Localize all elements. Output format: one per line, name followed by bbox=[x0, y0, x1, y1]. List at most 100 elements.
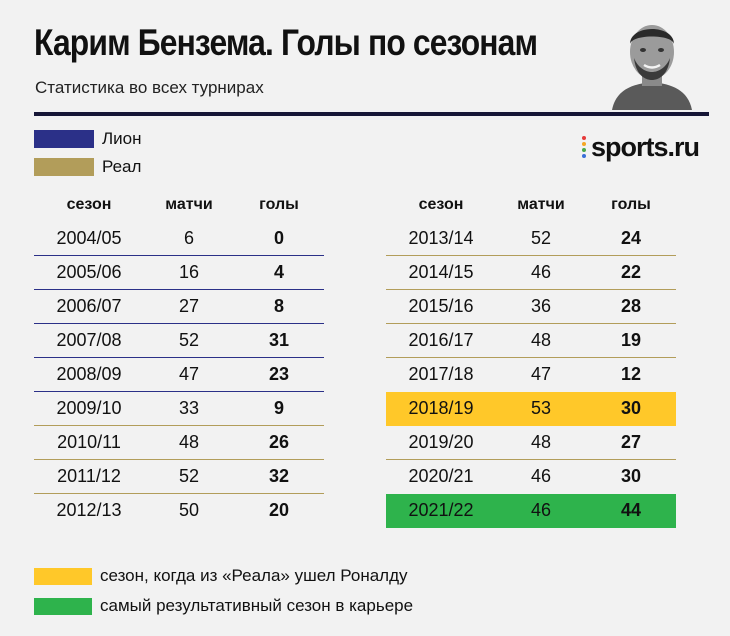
matches-cell: 47 bbox=[178, 364, 200, 384]
matches-cell: 52 bbox=[178, 330, 200, 350]
matches-cell: 53 bbox=[530, 398, 552, 418]
season-cell: 2008/09 bbox=[56, 364, 122, 384]
page-subtitle: Статистика во всех турнирах bbox=[35, 78, 264, 97]
matches-cell: 48 bbox=[530, 432, 552, 452]
table-row: 2010/11 48 26 bbox=[34, 426, 324, 460]
header-divider bbox=[34, 112, 709, 116]
season-cell: 2010/11 bbox=[57, 432, 121, 452]
season-cell: 2017/18 bbox=[408, 364, 474, 384]
note-ronaldo: сезон, когда из «Реала» ушел Роналду bbox=[34, 566, 408, 586]
table-row: 2004/05 6 0 bbox=[34, 222, 324, 256]
seasons-table-left: сезон матчи голы 2004/05 6 0 2005/06 16 4 2006… bbox=[34, 188, 324, 528]
matches-cell: 50 bbox=[178, 500, 200, 520]
table-row: 2005/06 16 4 bbox=[34, 256, 324, 290]
matches-cell: 16 bbox=[178, 262, 200, 282]
header-matches: матчи bbox=[165, 196, 213, 213]
goals-cell: 26 bbox=[268, 432, 290, 452]
matches-cell: 48 bbox=[178, 432, 200, 452]
goals-cell: 31 bbox=[268, 330, 290, 350]
table-header: сезон матчи голы bbox=[386, 188, 676, 222]
note-best-season-swatch bbox=[34, 597, 92, 615]
sports-ru-logo: sports.ru bbox=[582, 131, 700, 162]
note-ronaldo-swatch bbox=[34, 567, 92, 585]
matches-cell: 52 bbox=[530, 228, 552, 248]
logo-dots-icon bbox=[582, 136, 586, 158]
goals-cell: 19 bbox=[620, 330, 642, 350]
season-cell: 2018/19 bbox=[408, 398, 474, 418]
matches-cell: 6 bbox=[183, 228, 194, 248]
matches-cell: 47 bbox=[530, 364, 552, 384]
season-cell: 2009/10 bbox=[56, 398, 122, 418]
table-row: 2007/08 52 31 bbox=[34, 324, 324, 358]
table-row: 2015/16 36 28 bbox=[386, 290, 676, 324]
season-cell: 2021/22 bbox=[408, 500, 474, 520]
goals-cell: 30 bbox=[620, 466, 642, 486]
goals-cell: 8 bbox=[273, 296, 284, 316]
season-cell: 2004/05 bbox=[56, 228, 122, 248]
goals-cell: 0 bbox=[273, 228, 284, 248]
legend-real-label: Реал bbox=[102, 157, 142, 176]
table-row: 2017/18 47 12 bbox=[386, 358, 676, 392]
table-row: 2018/19 53 30 bbox=[386, 392, 676, 426]
matches-cell: 36 bbox=[530, 296, 552, 316]
season-cell: 2019/20 bbox=[408, 432, 474, 452]
player-portrait bbox=[606, 10, 698, 110]
table-row: 2013/14 52 24 bbox=[386, 222, 676, 256]
goals-cell: 32 bbox=[268, 466, 290, 486]
note-best-season: самый результативный сезон в карьере bbox=[34, 596, 413, 616]
matches-cell: 46 bbox=[530, 262, 552, 282]
header-goals: голы bbox=[259, 196, 299, 213]
header-matches: матчи bbox=[517, 196, 565, 213]
season-cell: 2006/07 bbox=[56, 296, 122, 316]
header-goals: голы bbox=[611, 196, 651, 213]
season-cell: 2016/17 bbox=[408, 330, 474, 350]
matches-cell: 33 bbox=[178, 398, 200, 418]
table-row: 2016/17 48 19 bbox=[386, 324, 676, 358]
goals-cell: 30 bbox=[620, 398, 642, 418]
matches-cell: 27 bbox=[178, 296, 200, 316]
logo-text: sports.ru bbox=[591, 131, 700, 162]
legend-real: Реал bbox=[34, 157, 141, 177]
table-row: 2020/21 46 30 bbox=[386, 460, 676, 494]
goals-cell: 27 bbox=[620, 432, 642, 452]
season-cell: 2007/08 bbox=[56, 330, 122, 350]
table-row: 2021/22 46 44 bbox=[386, 494, 676, 528]
goals-cell: 24 bbox=[620, 228, 642, 248]
table-row: 2006/07 27 8 bbox=[34, 290, 324, 324]
matches-cell: 46 bbox=[530, 500, 552, 520]
table-row: 2008/09 47 23 bbox=[34, 358, 324, 392]
season-cell: 2011/12 bbox=[57, 466, 121, 486]
legend-real-swatch bbox=[34, 158, 94, 176]
season-cell: 2020/21 bbox=[408, 466, 474, 486]
legend-lyon-label: Лион bbox=[102, 129, 142, 148]
header-season: сезон bbox=[418, 196, 464, 213]
goals-cell: 20 bbox=[268, 500, 290, 520]
matches-cell: 48 bbox=[530, 330, 552, 350]
table-row: 2019/20 48 27 bbox=[386, 426, 676, 460]
matches-cell: 46 bbox=[530, 466, 552, 486]
goals-cell: 22 bbox=[620, 262, 642, 282]
goals-cell: 9 bbox=[273, 398, 284, 418]
season-cell: 2012/13 bbox=[56, 500, 122, 520]
page-title: Карим Бензема. Голы по сезонам bbox=[34, 22, 538, 63]
note-best-season-label: самый результативный сезон в карьере bbox=[100, 596, 414, 615]
goals-cell: 12 bbox=[620, 364, 642, 384]
legend-lyon-swatch bbox=[34, 130, 94, 148]
season-cell: 2013/14 bbox=[408, 228, 474, 248]
goals-cell: 28 bbox=[620, 296, 642, 316]
season-cell: 2014/15 bbox=[408, 262, 474, 282]
matches-cell: 52 bbox=[178, 466, 200, 486]
goals-cell: 44 bbox=[620, 500, 642, 520]
seasons-table-right: сезон матчи голы 2013/14 52 24 2014/15 46 22 2… bbox=[386, 188, 676, 528]
note-ronaldo-label: сезон, когда из «Реала» ушел Роналду bbox=[100, 566, 408, 585]
legend-lyon: Лион bbox=[34, 129, 142, 149]
table-row: 2011/12 52 32 bbox=[34, 460, 324, 494]
season-cell: 2015/16 bbox=[408, 296, 474, 316]
table-row: 2014/15 46 22 bbox=[386, 256, 676, 290]
table-row: 2012/13 50 20 bbox=[34, 494, 324, 528]
goals-cell: 4 bbox=[273, 262, 284, 282]
goals-cell: 23 bbox=[268, 364, 290, 384]
season-cell: 2005/06 bbox=[56, 262, 122, 282]
header-season: сезон bbox=[66, 196, 112, 213]
table-row: 2009/10 33 9 bbox=[34, 392, 324, 426]
